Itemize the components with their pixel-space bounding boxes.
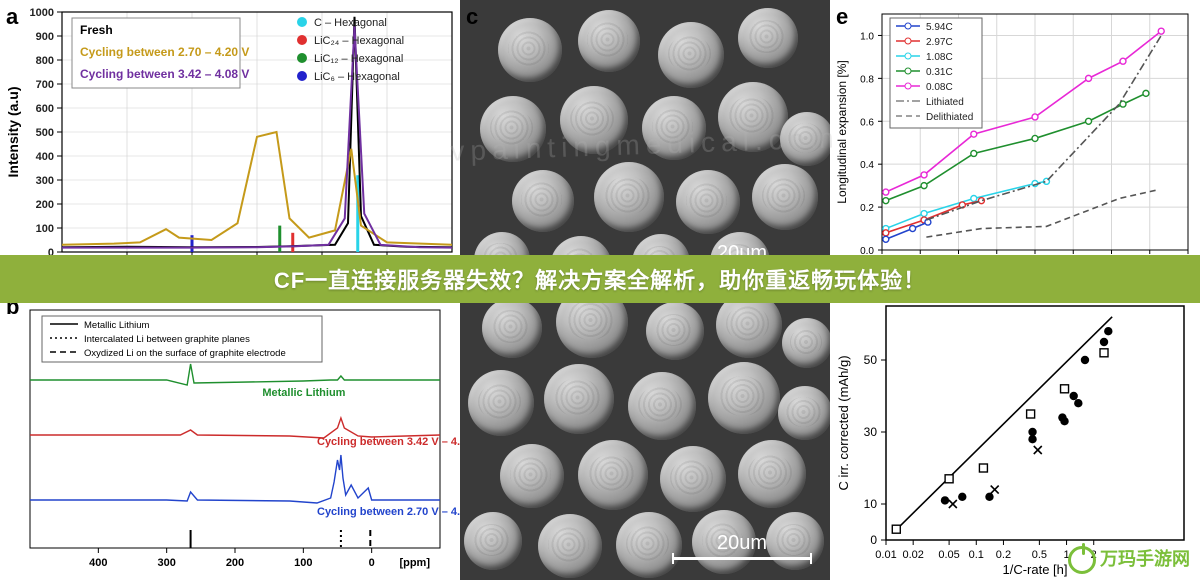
svg-text:1.08C: 1.08C [926, 52, 953, 63]
svg-text:0.6: 0.6 [860, 117, 874, 128]
svg-text:100: 100 [36, 223, 54, 235]
svg-text:10: 10 [864, 497, 878, 511]
svg-text:LiC₁₂ – Hexagonal: LiC₁₂ – Hexagonal [314, 53, 403, 65]
panel-f: 0.010.020.050.10.20.51201030501/C-rate [… [830, 290, 1200, 580]
svg-text:200: 200 [36, 199, 54, 211]
svg-text:1/C-rate [h]: 1/C-rate [h] [1002, 562, 1067, 577]
chart-a: 0100200300400500600700800900100023242526… [0, 0, 460, 290]
svg-text:400: 400 [36, 151, 54, 163]
panel-c: c vpaintingmedical.com 20um [460, 0, 830, 290]
svg-text:100: 100 [294, 557, 312, 569]
svg-text:Fresh: Fresh [80, 23, 113, 37]
svg-text:0: 0 [870, 533, 877, 547]
svg-text:1.0: 1.0 [860, 31, 874, 42]
banner: CF一直连接服务器失效？解决方案全解析，助你重返畅玩体验！ [0, 255, 1200, 303]
svg-text:Lithiated: Lithiated [926, 97, 964, 108]
svg-text:Cycling between 2.70 V – 4.20: Cycling between 2.70 V – 4.20 V [317, 506, 460, 518]
scalebar-d: 20um [672, 532, 812, 560]
svg-text:500: 500 [36, 127, 54, 139]
svg-text:Cycling between 3.42 V – 4.08: Cycling between 3.42 V – 4.08 V [317, 436, 460, 448]
svg-text:0.1: 0.1 [969, 549, 984, 561]
svg-text:0.05: 0.05 [938, 549, 959, 561]
svg-text:0.8: 0.8 [860, 74, 874, 85]
svg-text:300: 300 [36, 175, 54, 187]
svg-text:400: 400 [89, 557, 107, 569]
svg-text:C irr. corrected (mAh/g): C irr. corrected (mAh/g) [836, 355, 851, 490]
panel-label-a: a [6, 4, 18, 30]
chart-f: 0.010.020.050.10.20.51201030501/C-rate [… [830, 290, 1200, 580]
svg-text:300: 300 [157, 557, 175, 569]
svg-text:1000: 1000 [30, 7, 54, 19]
svg-text:C – Hexagonal: C – Hexagonal [314, 17, 387, 29]
svg-text:Oxydized Li on the surface of: Oxydized Li on the surface of graphite e… [84, 348, 286, 359]
panel-label-c: c [466, 4, 478, 30]
logo-icon [1068, 546, 1096, 574]
svg-text:0.2: 0.2 [860, 203, 874, 214]
svg-text:5.94C: 5.94C [926, 22, 953, 33]
chart-b: 400 300 200 100 0 [ppm] Metallic Lithium Cyclin… [0, 290, 460, 580]
svg-text:700: 700 [36, 79, 54, 91]
panel-b: b 4003002001000[ppm]Metallic LithiumCycl… [0, 290, 460, 580]
svg-text:LiC₂₄ – Hexagonal: LiC₂₄ – Hexagonal [314, 35, 404, 47]
svg-text:0.4: 0.4 [860, 160, 874, 171]
svg-text:Delithiated: Delithiated [926, 112, 973, 123]
svg-text:50: 50 [864, 353, 878, 367]
svg-text:Metallic Lithium: Metallic Lithium [84, 320, 150, 331]
svg-text:0: 0 [369, 557, 375, 569]
svg-text:2.97C: 2.97C [926, 37, 953, 48]
svg-text:800: 800 [36, 55, 54, 67]
svg-text:0.2: 0.2 [996, 549, 1011, 561]
svg-text:0.31C: 0.31C [926, 67, 953, 78]
svg-text:Intercalated Li between graphi: Intercalated Li between graphite planes [84, 334, 250, 345]
svg-text:200: 200 [226, 557, 244, 569]
svg-text:600: 600 [36, 103, 54, 115]
svg-text:LiC₆ – Hexagonal: LiC₆ – Hexagonal [314, 71, 400, 83]
panel-e: e 0501001502002503003504000.00.20.40.60.… [830, 0, 1200, 290]
panel-a: a 01002003004005006007008009001000232425… [0, 0, 460, 290]
svg-text:Intensity (a.u): Intensity (a.u) [5, 86, 21, 177]
svg-text:[ppm]: [ppm] [399, 557, 430, 569]
watermark-right: 万玛手游网 [1068, 545, 1190, 574]
svg-text:0.02: 0.02 [902, 549, 923, 561]
svg-text:Cycling between 3.42 – 4.08 V: Cycling between 3.42 – 4.08 V [80, 67, 249, 81]
chart-e: 0501001502002503003504000.00.20.40.60.81… [830, 0, 1200, 290]
svg-text:0.5: 0.5 [1032, 549, 1047, 561]
svg-text:0.08C: 0.08C [926, 82, 953, 93]
svg-text:0.01: 0.01 [875, 549, 896, 561]
svg-text:30: 30 [864, 425, 878, 439]
svg-text:Metallic Lithium: Metallic Lithium [262, 387, 345, 399]
svg-text:Cycling between 2.70 – 4.20 V: Cycling between 2.70 – 4.20 V [80, 45, 249, 59]
panel-label-e: e [836, 4, 848, 30]
banner-text: CF一直连接服务器失效？解决方案全解析，助你重返畅玩体验！ [274, 263, 926, 295]
panel-d: 20um [460, 290, 830, 580]
svg-text:900: 900 [36, 31, 54, 43]
svg-text:Longitudinal expansion [%]: Longitudinal expansion [%] [835, 60, 849, 203]
